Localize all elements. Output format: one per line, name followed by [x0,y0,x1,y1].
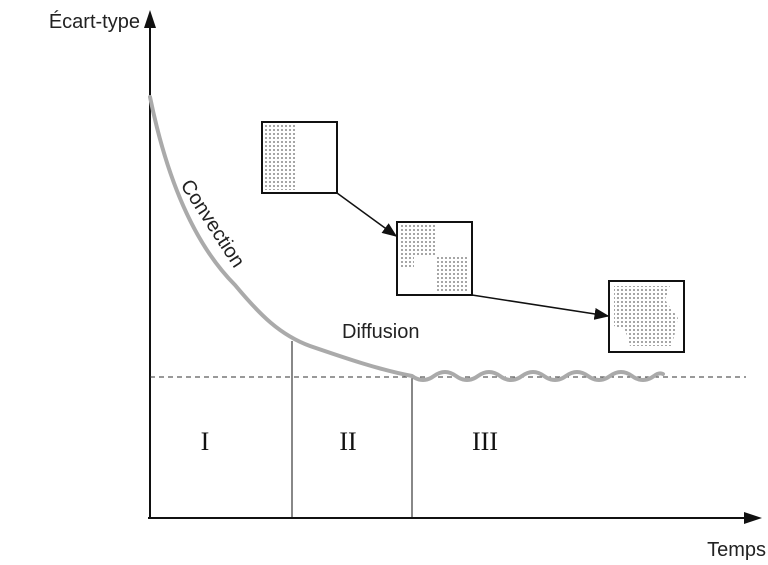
region-label: I [201,427,210,456]
curve [148,95,665,382]
x-label: Temps [707,539,766,561]
region-label: III [472,427,498,456]
diffusion-label: Diffusion [342,321,419,343]
mix-box-2 [396,221,473,296]
arrow [471,294,610,320]
arrow [336,192,398,237]
y-arrow [144,10,156,28]
y-label: Écart-type [49,10,140,33]
mix-box-1 [261,121,338,194]
mix-box-3 [608,280,685,353]
x-arrow [744,512,762,524]
region-label: II [339,427,356,456]
